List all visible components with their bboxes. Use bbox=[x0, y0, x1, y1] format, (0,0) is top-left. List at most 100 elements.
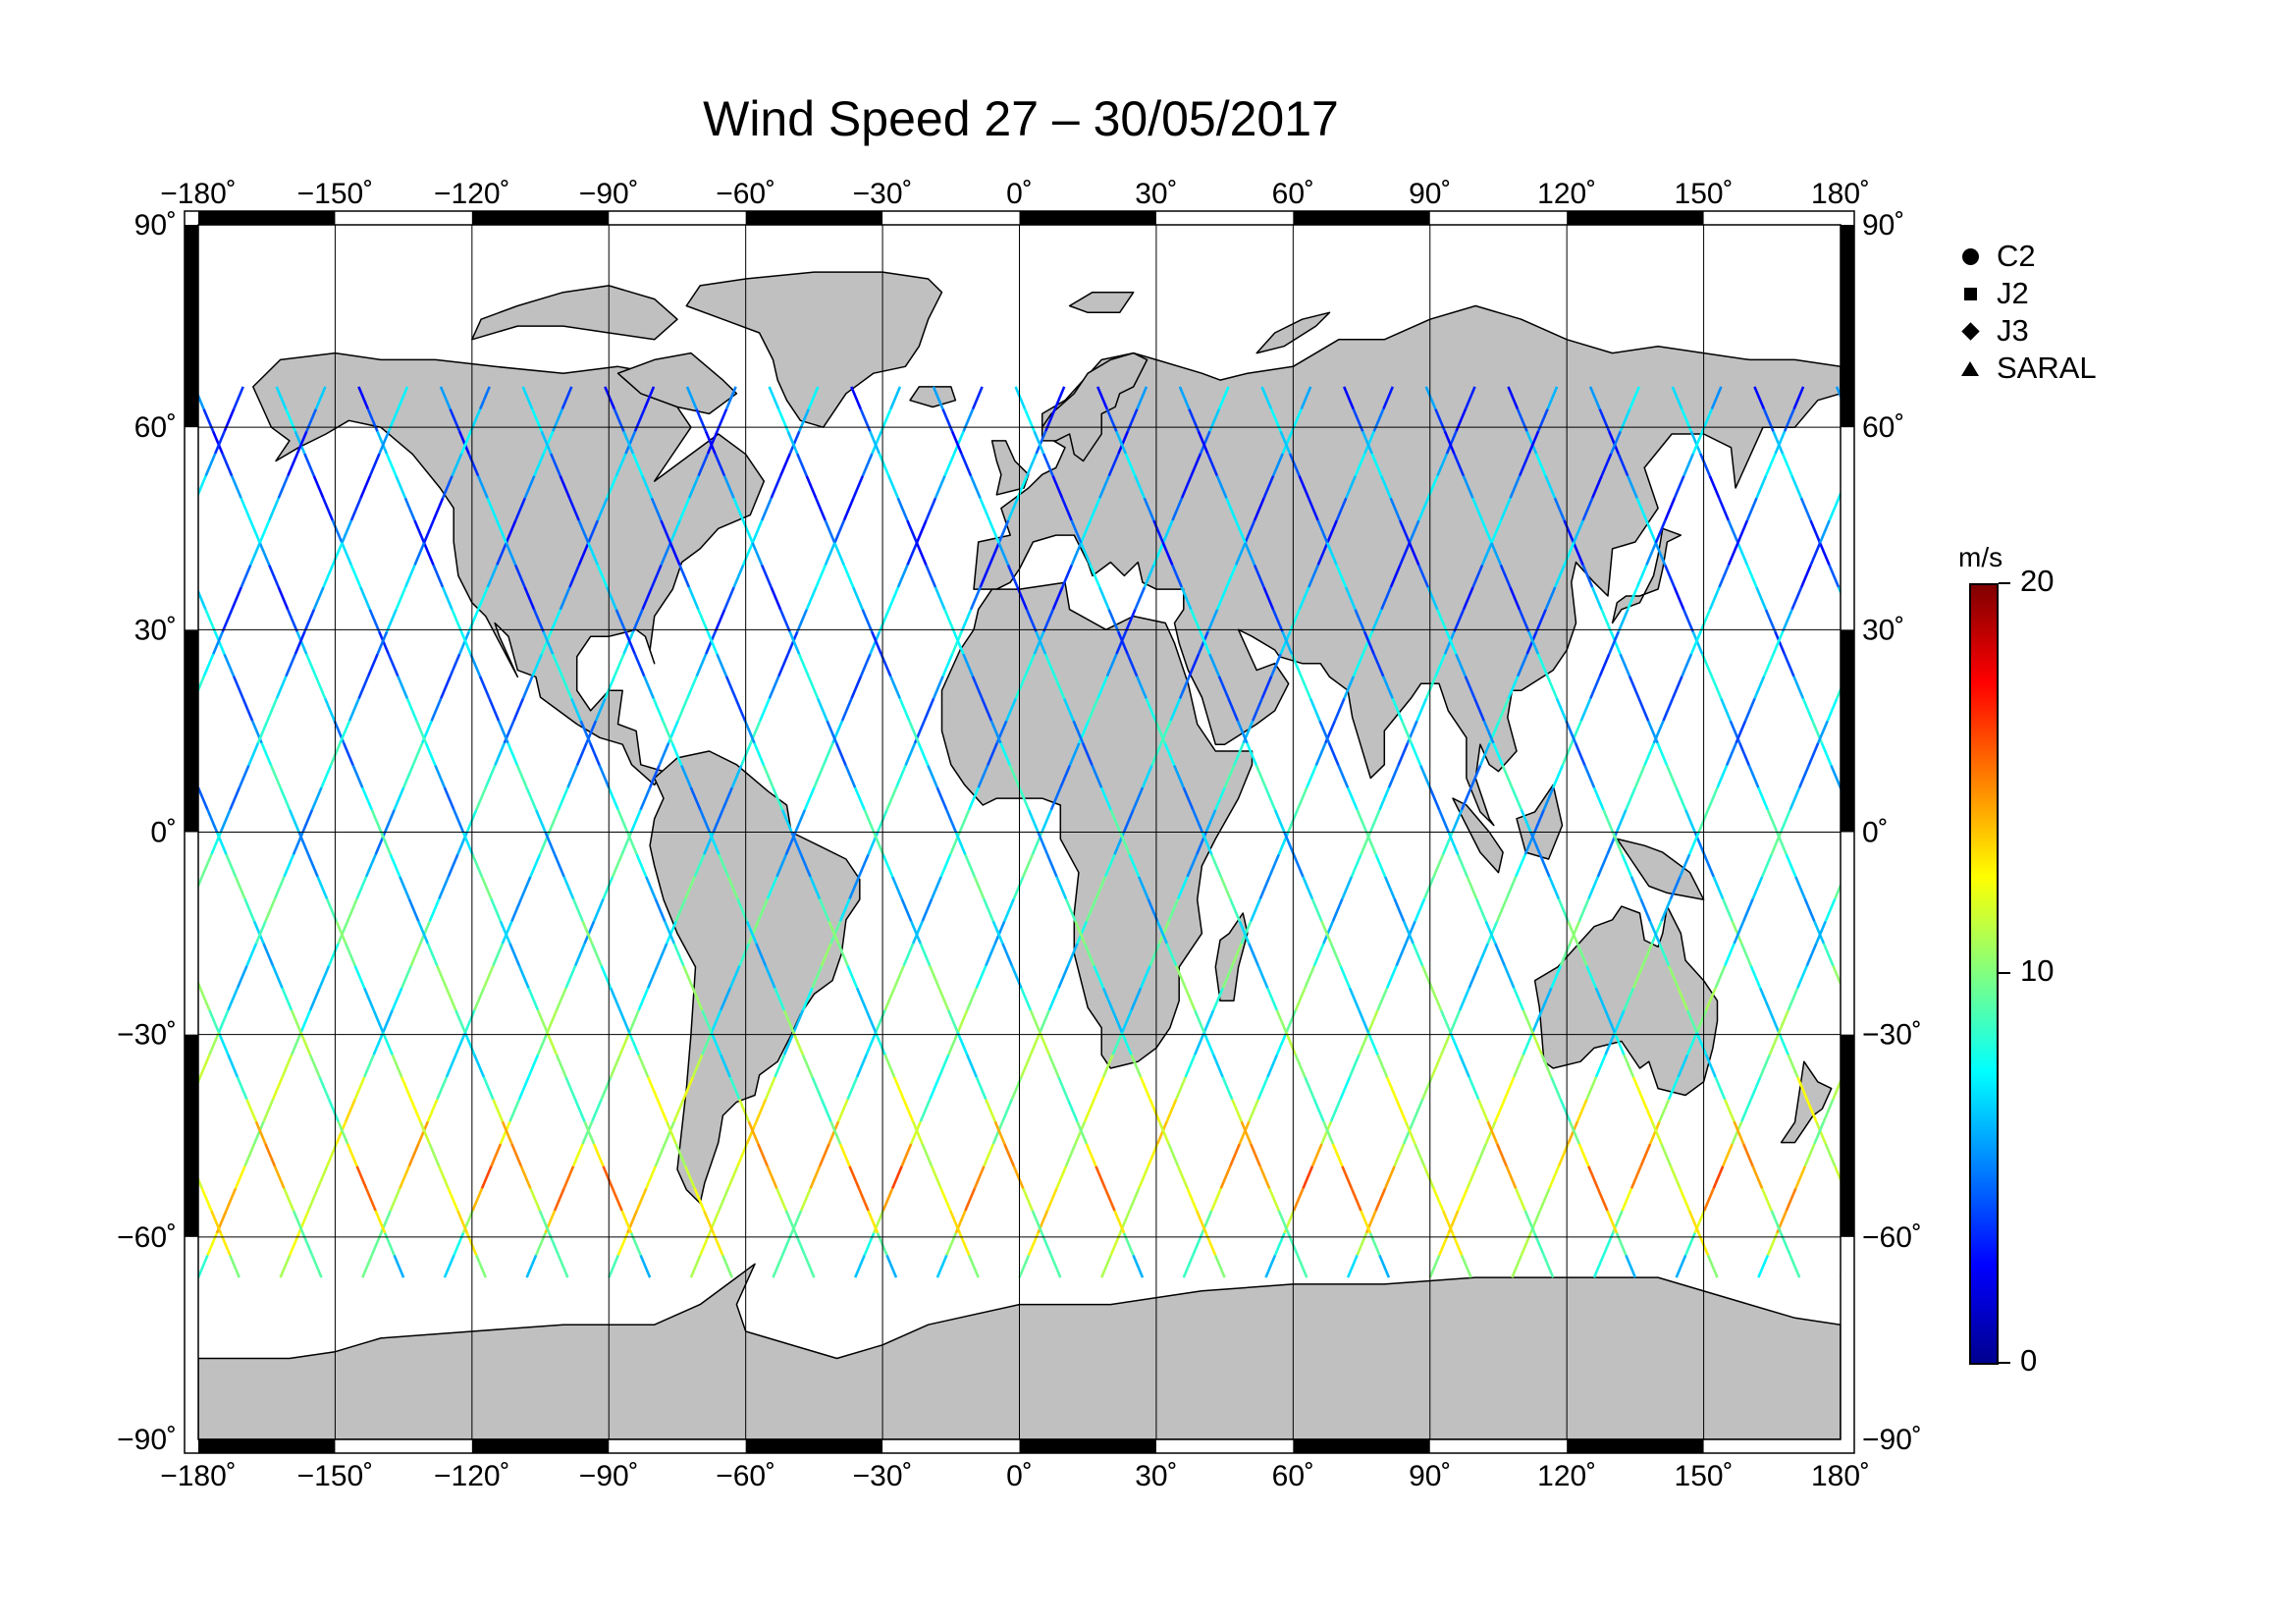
satellite-track-segment bbox=[1206, 453, 1219, 477]
frame-segment-top bbox=[1019, 211, 1156, 225]
satellite-track-segment bbox=[1397, 742, 1410, 767]
satellite-track-segment bbox=[1761, 853, 1773, 878]
satellite-track-segment bbox=[934, 586, 946, 611]
satellite-track-segment bbox=[1828, 564, 1841, 588]
satellite-track-segment bbox=[1606, 1210, 1619, 1234]
x-tick-label-top: −60˚ bbox=[716, 178, 775, 210]
x-tick-label-top: 30˚ bbox=[1135, 178, 1177, 210]
satellite-track-segment bbox=[1629, 1165, 1642, 1189]
satellite-track-segment bbox=[294, 630, 306, 655]
satellite-track-segment bbox=[815, 497, 827, 521]
satellite-track-segment bbox=[859, 408, 872, 432]
legend-label: C2 bbox=[1997, 239, 2036, 273]
satellite-track-segment bbox=[515, 764, 528, 788]
satellite-track-segment bbox=[721, 1254, 733, 1278]
satellite-track-segment bbox=[1083, 943, 1095, 967]
satellite-track-segment bbox=[1703, 1187, 1715, 1212]
satellite-track-segment bbox=[372, 1009, 385, 1034]
satellite-track-segment bbox=[534, 1232, 547, 1256]
satellite-track-segment bbox=[753, 742, 766, 767]
landmass-australia bbox=[1533, 905, 1719, 1097]
satellite-track-segment bbox=[1544, 586, 1557, 611]
satellite-track-segment bbox=[327, 943, 340, 967]
satellite-track-segment bbox=[1346, 1254, 1359, 1278]
satellite-track-segment bbox=[256, 720, 269, 744]
satellite-track-segment bbox=[1250, 897, 1261, 922]
satellite-track-segment bbox=[1115, 630, 1128, 655]
satellite-track-segment bbox=[441, 475, 454, 499]
satellite-track-segment bbox=[1292, 853, 1305, 878]
satellite-track-segment bbox=[213, 630, 226, 655]
satellite-track-segment bbox=[1356, 1232, 1368, 1256]
satellite-track-segment bbox=[751, 519, 764, 544]
satellite-track-segment bbox=[294, 430, 306, 455]
satellite-track-segment bbox=[975, 965, 988, 989]
satellite-track-segment bbox=[691, 987, 704, 1011]
satellite-track-segment bbox=[838, 1143, 851, 1167]
satellite-track-segment bbox=[1238, 920, 1251, 945]
satellite-track-segment bbox=[564, 965, 577, 989]
satellite-track-segment bbox=[1100, 1254, 1112, 1278]
satellite-track-segment bbox=[1667, 965, 1680, 989]
satellite-track-segment bbox=[1201, 831, 1213, 855]
satellite-track-segment bbox=[279, 1254, 292, 1278]
satellite-track-segment bbox=[855, 987, 868, 1011]
satellite-track-segment bbox=[971, 676, 984, 699]
satellite-track-segment bbox=[376, 630, 389, 655]
satellite-track-segment bbox=[495, 519, 507, 544]
satellite-track-segment bbox=[1517, 653, 1528, 677]
satellite-track-segment bbox=[393, 1254, 405, 1278]
satellite-track-segment bbox=[1641, 943, 1654, 967]
satellite-track-segment bbox=[529, 853, 542, 878]
satellite-track-segment bbox=[1219, 876, 1232, 900]
satellite-track-segment bbox=[1503, 965, 1516, 989]
satellite-track-segment bbox=[1704, 1054, 1717, 1078]
satellite-track-segment bbox=[833, 542, 845, 566]
satellite-track-segment bbox=[682, 1076, 694, 1101]
landmass-arctic-islands-west bbox=[471, 285, 678, 341]
x-tick-label-bottom: −150˚ bbox=[297, 1460, 374, 1492]
satellite-track-segment bbox=[950, 630, 963, 655]
satellite-track-segment bbox=[1322, 920, 1335, 945]
satellite-track-segment bbox=[505, 542, 517, 566]
satellite-track-segment bbox=[1255, 764, 1267, 788]
satellite-track-segment bbox=[318, 965, 331, 989]
satellite-track-segment bbox=[337, 920, 349, 945]
satellite-track-segment bbox=[1757, 1254, 1770, 1278]
satellite-track-segment bbox=[885, 786, 898, 811]
satellite-track-segment bbox=[1824, 897, 1837, 922]
satellite-track-segment bbox=[1799, 497, 1812, 521]
y-tick-label-right: −30˚ bbox=[1862, 1019, 1922, 1052]
satellite-track-segment bbox=[1320, 1120, 1333, 1145]
satellite-track-segment bbox=[1555, 697, 1568, 722]
satellite-track-segment bbox=[424, 742, 437, 767]
satellite-track-segment bbox=[441, 586, 454, 611]
frame-segment-top bbox=[745, 211, 883, 225]
satellite-track-segment bbox=[772, 1254, 784, 1278]
satellite-track-segment bbox=[292, 1210, 304, 1234]
satellite-track-segment bbox=[1304, 1076, 1316, 1101]
satellite-track-segment bbox=[1689, 430, 1702, 455]
landmass-sumatra bbox=[1452, 797, 1504, 874]
satellite-track-segment bbox=[312, 475, 325, 499]
satellite-track-segment bbox=[1494, 943, 1506, 967]
satellite-track-segment bbox=[1354, 453, 1366, 477]
satellite-track-segment bbox=[1219, 1165, 1232, 1189]
satellite-track-segment bbox=[1602, 809, 1615, 834]
satellite-track-segment bbox=[1643, 742, 1656, 767]
satellite-track-segment bbox=[279, 786, 292, 811]
satellite-track-segment bbox=[1710, 676, 1723, 699]
satellite-track-segment bbox=[1714, 965, 1727, 989]
landmass-japan bbox=[1611, 527, 1682, 624]
satellite-track-segment bbox=[759, 697, 771, 722]
satellite-track-segment bbox=[1681, 653, 1693, 677]
satellite-track-segment bbox=[571, 1143, 584, 1167]
satellite-track-segment bbox=[1389, 497, 1402, 521]
satellite-track-segment bbox=[1641, 1099, 1654, 1122]
satellite-track-segment bbox=[910, 1120, 922, 1145]
satellite-track-segment bbox=[322, 564, 335, 588]
satellite-track-segment bbox=[568, 564, 581, 588]
satellite-track-segment bbox=[1755, 475, 1768, 499]
satellite-track-segment bbox=[426, 943, 439, 967]
satellite-track-segment bbox=[1770, 831, 1783, 855]
